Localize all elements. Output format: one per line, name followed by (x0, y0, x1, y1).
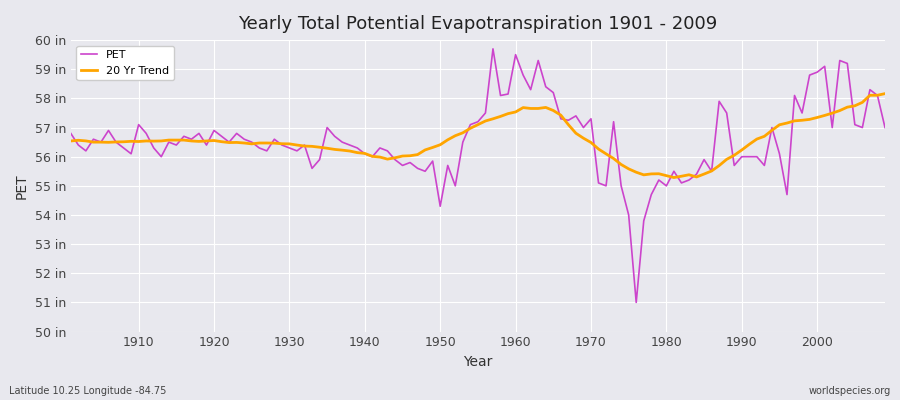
PET (518, 73, 528, 78)
PET (66, 131, 77, 136)
Title: Yearly Total Potential Evapotranspiration 1901 - 2009: Yearly Total Potential Evapotranspiratio… (238, 15, 717, 33)
20 Yr Trend (669, 175, 680, 180)
20 Yr Trend (292, 143, 302, 148)
20 Yr Trend (66, 138, 77, 143)
20 Yr Trend (879, 91, 890, 96)
20 Yr Trend (503, 111, 514, 116)
Text: Latitude 10.25 Longitude -84.75: Latitude 10.25 Longitude -84.75 (9, 386, 166, 396)
20 Yr Trend (337, 148, 347, 152)
PET (126, 151, 137, 156)
Y-axis label: PET: PET (15, 173, 29, 199)
PET (337, 140, 347, 144)
PET (510, 52, 521, 57)
Text: worldspecies.org: worldspecies.org (809, 386, 891, 396)
Line: 20 Yr Trend: 20 Yr Trend (71, 94, 885, 178)
PET (608, 119, 619, 124)
PET (631, 300, 642, 305)
X-axis label: Year: Year (464, 355, 492, 369)
PET (488, 46, 499, 51)
PET (879, 125, 890, 130)
PET (292, 148, 302, 153)
Line: PET: PET (71, 49, 885, 302)
20 Yr Trend (600, 152, 611, 156)
20 Yr Trend (510, 110, 521, 114)
Legend: PET, 20 Yr Trend: PET, 20 Yr Trend (76, 46, 174, 80)
20 Yr Trend (126, 139, 137, 144)
